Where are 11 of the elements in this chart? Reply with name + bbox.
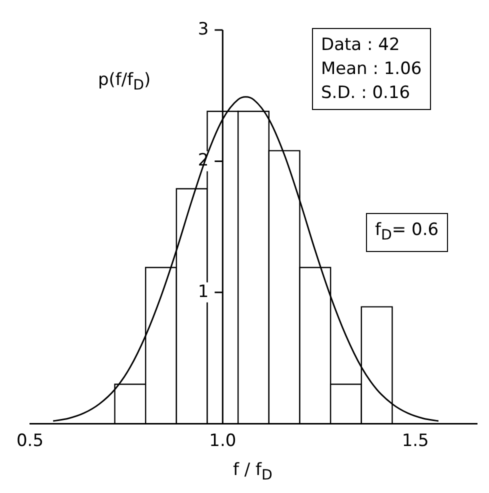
y-axis-title: p(f/f$_{D}$) xyxy=(98,70,151,94)
annotation: Data : 42 xyxy=(321,34,401,57)
x-tick-label: 0.5 xyxy=(16,431,44,452)
y-tick-label: 1 xyxy=(198,282,209,302)
x-axis-title: f / f$_{D}$ xyxy=(233,460,272,484)
x-tick-label: 1.0 xyxy=(209,431,236,452)
annotation: S.D. : 0.16 xyxy=(321,82,412,105)
annotation: Mean : 1.06 xyxy=(321,58,422,81)
x-tick-label: 1.5 xyxy=(402,431,429,452)
y-tick-label: 3 xyxy=(198,19,209,40)
annotation: f$_{D}$= 0.6 xyxy=(366,213,448,252)
